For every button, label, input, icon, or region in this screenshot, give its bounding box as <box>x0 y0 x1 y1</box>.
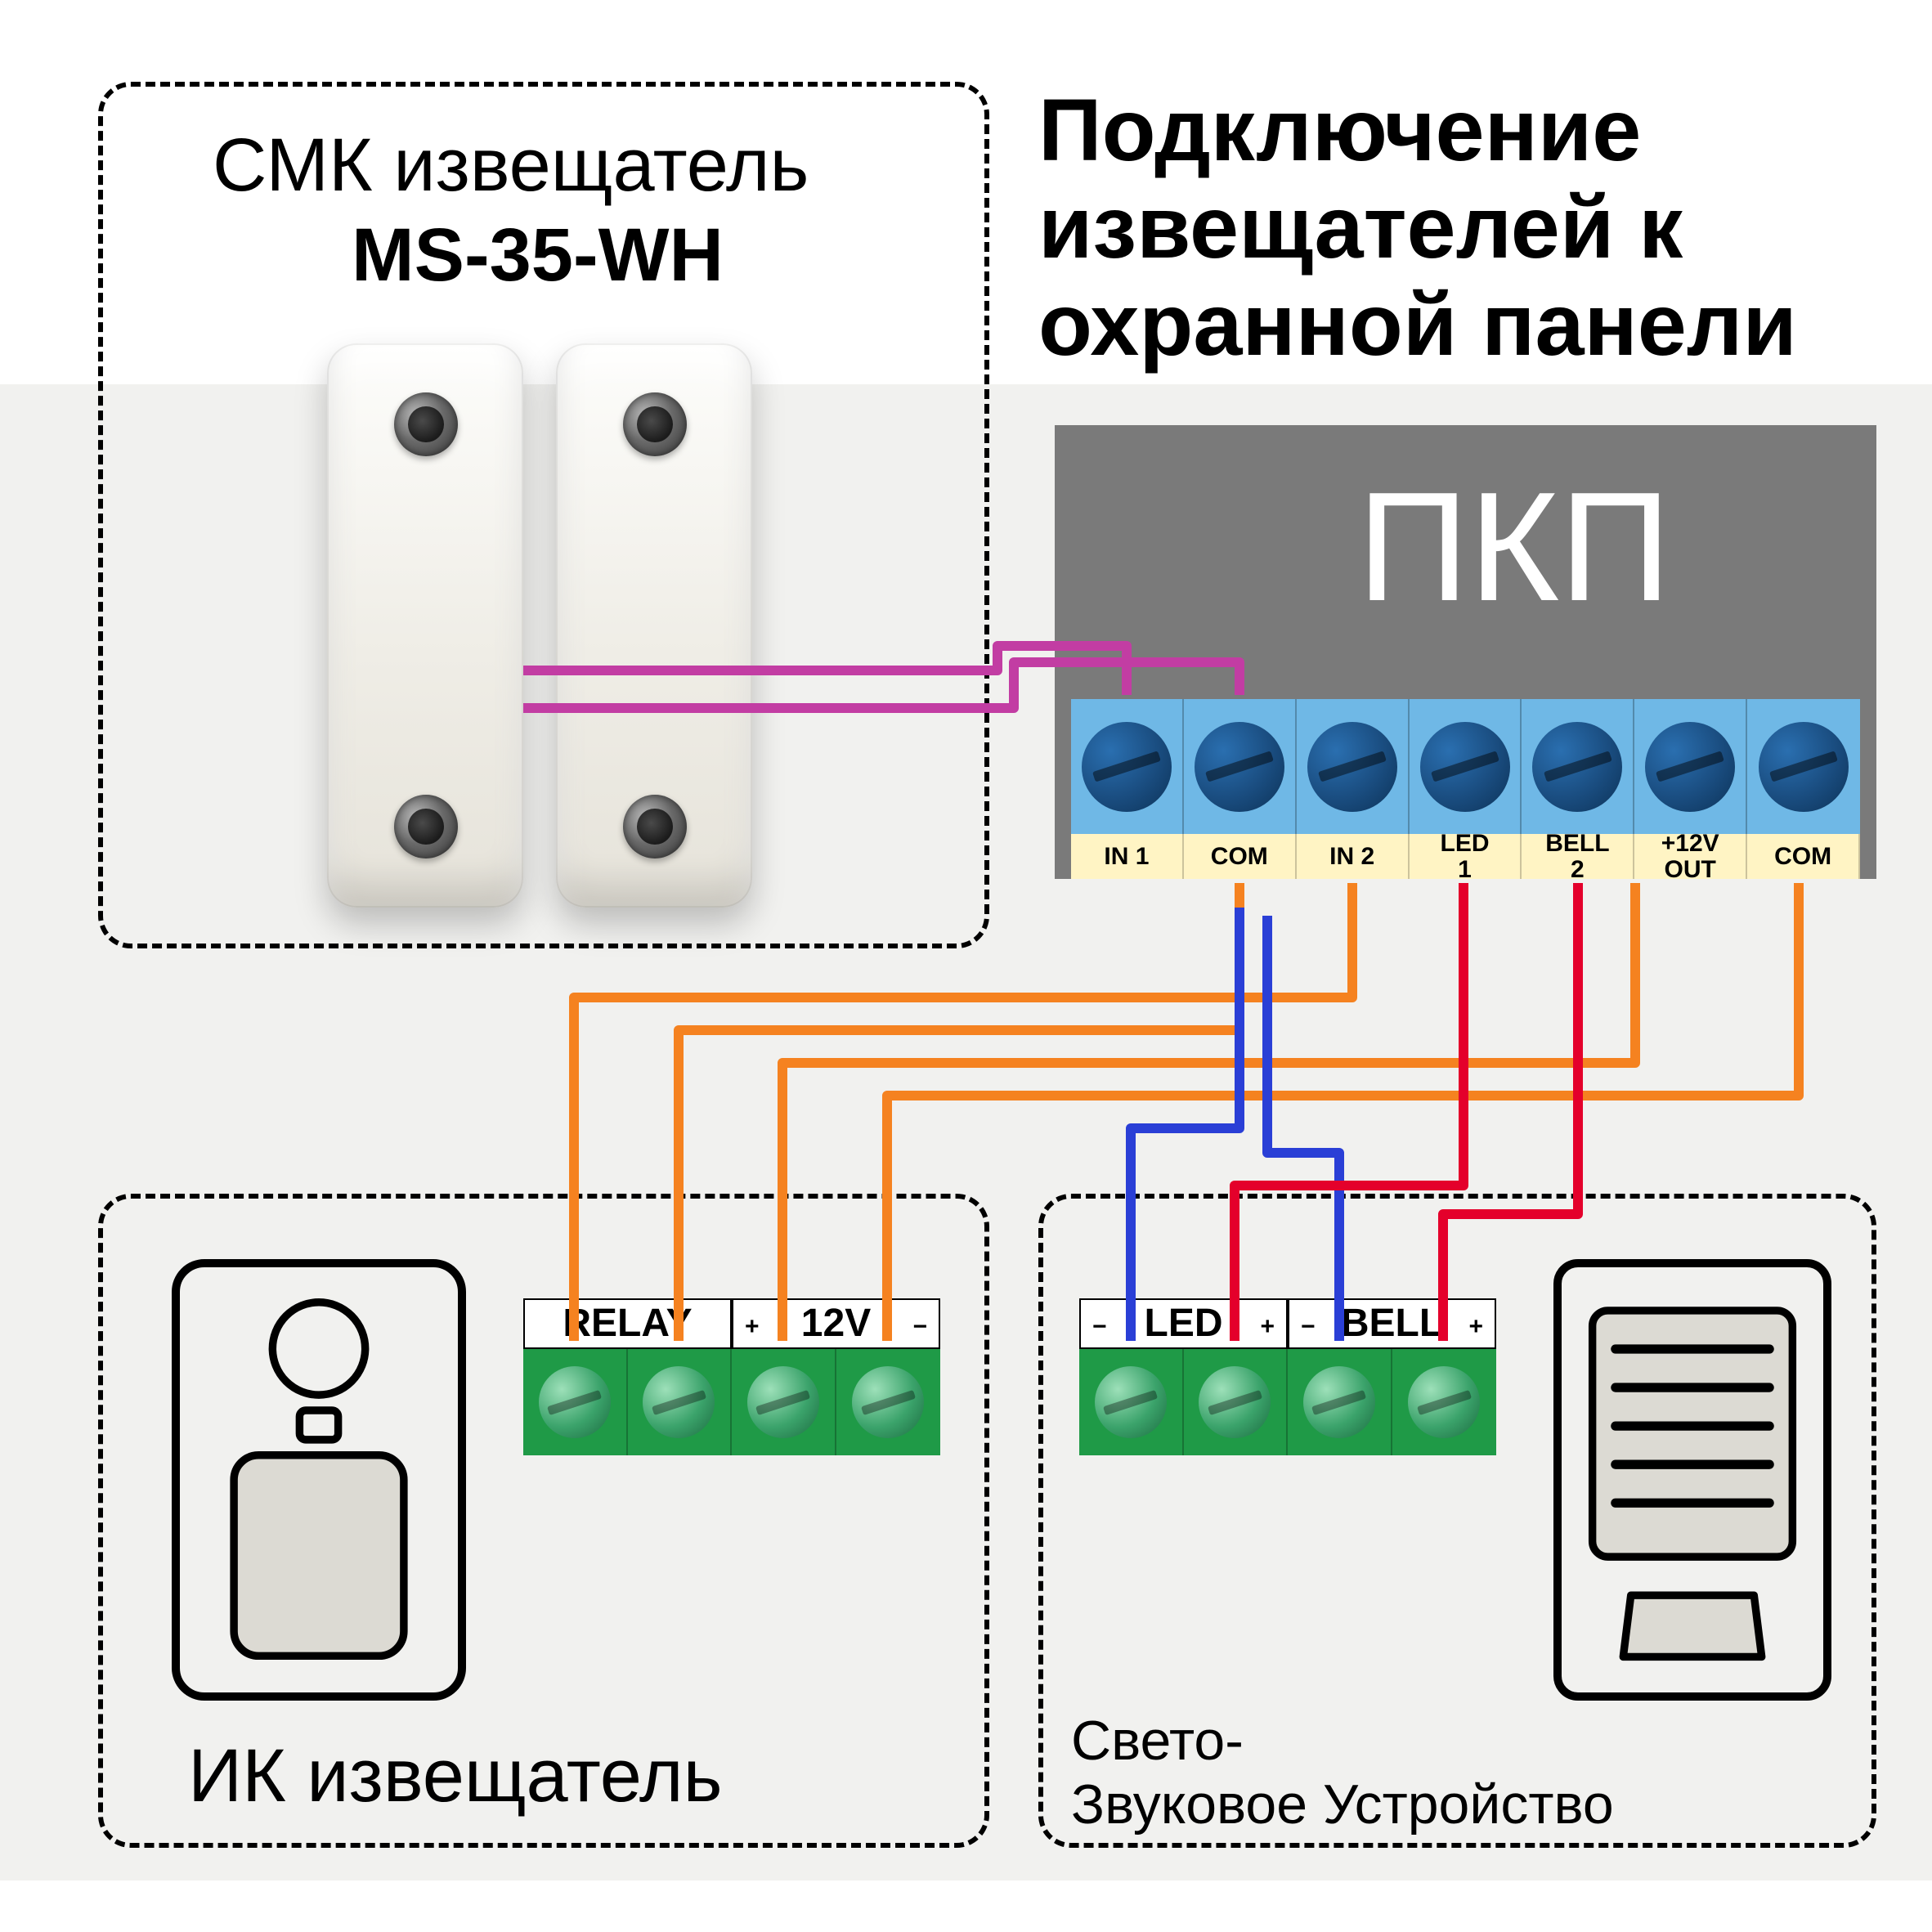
panel-terminal-label: LED 1 <box>1410 834 1522 879</box>
sz-terminal-labels: LED − + BELL − + <box>1079 1298 1496 1349</box>
ik-device <box>172 1259 466 1701</box>
terminal <box>1288 1349 1392 1455</box>
ik-label-12v-text: 12V <box>801 1302 871 1345</box>
sz-led-minus: − <box>1092 1303 1107 1351</box>
panel-terminal-label: +12V OUT <box>1634 834 1747 879</box>
panel-terminal <box>1634 699 1747 834</box>
panel-terminal-labels: IN 1COMIN 2LED 1BELL 2+12V OUTCOM <box>1071 834 1860 879</box>
magnet-screw <box>623 392 687 456</box>
main-title: Подключение извещателей к охранной панел… <box>1038 82 1897 373</box>
ik-label-relay: RELAY <box>523 1298 732 1349</box>
sz-label-led-text: LED <box>1145 1302 1223 1345</box>
smk-title-1: СМК извещатель <box>213 123 809 208</box>
panel-terminal <box>1410 699 1522 834</box>
ik-terminal-labels: RELAY 12V + − <box>523 1298 940 1349</box>
ik-terminal-strip <box>523 1349 940 1455</box>
sz-label-led: LED − + <box>1079 1298 1288 1349</box>
panel-terminal-label: COM <box>1747 834 1860 879</box>
panel-terminal-label: COM <box>1184 834 1297 879</box>
sz-label: Свето- Звуковое Устройство <box>1071 1709 1614 1836</box>
sz-led-plus: + <box>1260 1303 1275 1351</box>
magnet-left <box>327 343 523 908</box>
ik-label-minus: − <box>912 1303 927 1351</box>
panel-terminal <box>1747 699 1860 834</box>
smk-box <box>98 82 989 948</box>
panel-terminal-label: BELL 2 <box>1522 834 1634 879</box>
magnet-screw <box>394 795 458 858</box>
terminal <box>1184 1349 1289 1455</box>
panel-terminal <box>1297 699 1410 834</box>
panel-terminal-strip <box>1071 699 1860 834</box>
magnet-screw <box>623 795 687 858</box>
sz-terminal-strip <box>1079 1349 1496 1455</box>
sz-device <box>1553 1259 1831 1701</box>
sz-bell-plus: + <box>1468 1303 1483 1351</box>
magnet-screw <box>394 392 458 456</box>
sz-bell-minus: − <box>1301 1303 1316 1351</box>
terminal <box>836 1349 941 1455</box>
panel-label: ПКП <box>1357 458 1671 636</box>
smk-title-2: MS-35-WH <box>352 213 724 298</box>
panel-terminal-label: IN 2 <box>1297 834 1410 879</box>
ik-label-plus: + <box>745 1303 760 1351</box>
ik-label-12v: 12V + − <box>732 1298 940 1349</box>
panel-terminal <box>1522 699 1634 834</box>
ik-label: ИК извещатель <box>188 1733 723 1819</box>
terminal <box>628 1349 733 1455</box>
terminal <box>523 1349 628 1455</box>
sz-label-bell: BELL − + <box>1288 1298 1496 1349</box>
magnet-right <box>556 343 752 908</box>
terminal <box>732 1349 836 1455</box>
panel-terminal <box>1184 699 1297 834</box>
panel-terminal <box>1071 699 1184 834</box>
terminal <box>1079 1349 1184 1455</box>
panel-terminal-label: IN 1 <box>1071 834 1184 879</box>
terminal <box>1392 1349 1497 1455</box>
sz-label-bell-text: BELL <box>1341 1302 1443 1345</box>
